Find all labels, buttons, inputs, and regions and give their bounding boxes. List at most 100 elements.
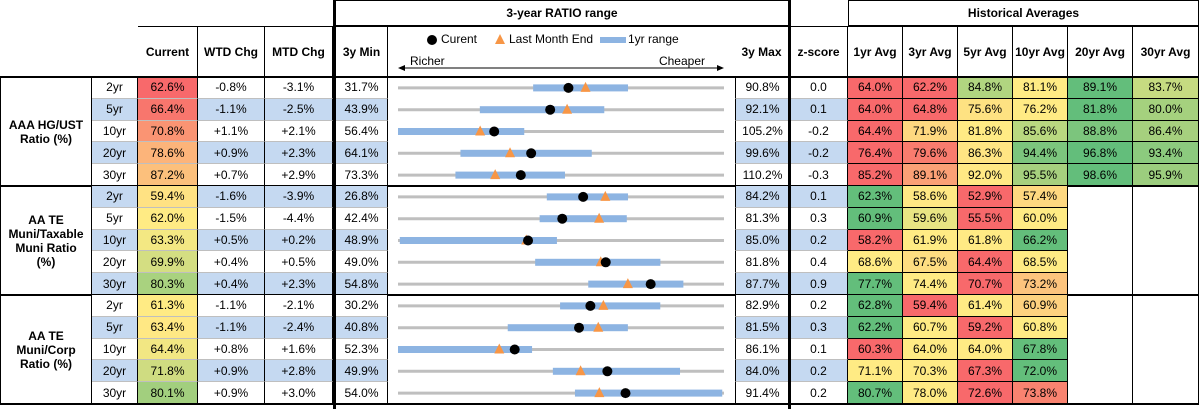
historical-average: 57.4% [1013,186,1068,208]
historical-average: 71.1% [848,360,903,383]
historical-average: 62.2% [903,77,958,99]
historical-average: 62.2% [848,316,903,339]
tenor: 10yr [92,229,138,252]
current: 63.3% [138,229,198,252]
historical-average: 68.6% [848,251,903,274]
group-divider [0,402,1199,405]
three-year-min: 64.1% [336,142,388,165]
one-year-range [533,84,629,92]
arrow-head [717,65,724,71]
wtd-change: +0.8% [198,338,265,361]
current: 87.2% [138,164,198,186]
z-score: -0.2 [790,120,848,143]
tenor: 10yr [92,338,138,361]
z-score: 0.4 [790,251,848,274]
historical-average: 59.4% [903,295,958,317]
last-month-marker [594,212,605,223]
wtd-change: +1.1% [198,120,265,143]
current: 63.4% [138,316,198,339]
group-label: AA TE Muni/Corp Ratio (%) [0,295,92,404]
empty-cell [1068,316,1133,339]
wtd-change: -0.8% [198,77,265,99]
three-year-min: 56.4% [336,120,388,143]
last-month-marker [580,81,591,92]
empty-cell [1068,186,1133,208]
historical-average: 70.3% [903,360,958,383]
three-year-min: 54.0% [336,382,388,404]
current-marker [602,366,613,377]
three-year-max: 86.1% [735,338,789,361]
mtd-change: +0.2% [265,229,333,252]
legend-current-marker [427,35,437,45]
historical-average: 62.3% [848,186,903,208]
historical-average: 59.2% [958,316,1013,339]
three-year-max: 84.0% [735,360,789,383]
current-marker [620,388,631,399]
wtd-change: +0.7% [198,164,265,186]
historical-average: 61.9% [903,229,958,252]
three-year-max: 81.3% [735,207,789,230]
mtd-change: +0.5% [265,251,333,274]
wtd-change: -1.6% [198,186,265,208]
z-score: -0.2 [790,142,848,165]
three-year-min: 30.2% [336,295,388,317]
three-year-min: 48.9% [336,229,388,252]
mtd-change: -4.4% [265,207,333,230]
last-month-marker [593,321,604,332]
historical-average: 64.0% [903,338,958,361]
current: 70.8% [138,120,198,143]
three-year-max: 81.8% [735,251,789,274]
last-month-marker [600,190,611,201]
last-month-marker [598,299,609,310]
legend-one-year: 1yr range [628,32,679,46]
mtd-change: -2.1% [265,295,333,317]
historical-average: 94.4% [1013,142,1068,165]
tenor: 20yr [92,142,138,165]
three-year-max: 81.5% [735,316,789,339]
current: 62.0% [138,207,198,230]
historical-average: 64.0% [958,338,1013,361]
historical-average: 83.7% [1133,77,1199,99]
wtd-change: -1.5% [198,207,265,230]
current-marker [523,235,534,246]
legend-one-year-marker [600,37,626,43]
mtd-change: +2.3% [265,142,333,165]
historical-average: 64.0% [848,77,903,99]
one-year-range [588,280,684,288]
z-score: 0.2 [790,360,848,383]
z-score: 0.1 [790,98,848,121]
three-year-max: 99.6% [735,142,789,165]
historical-average: 67.5% [903,251,958,274]
one-year-range [574,389,723,397]
historical-average: 89.1% [903,164,958,186]
one-year-range [539,215,627,223]
one-year-range [455,171,565,179]
wtd-change: -1.1% [198,316,265,339]
last-month-marker [475,125,486,136]
z-score: 0.9 [790,273,848,295]
historical-average: 70.7% [958,273,1013,295]
current-marker [515,170,526,181]
historical-average: 88.8% [1068,120,1133,143]
historical-average: 81.1% [1013,77,1068,99]
empty-cell [1068,229,1133,252]
three-year-max: 85.0% [735,229,789,252]
group-divider [0,293,1199,296]
last-month-marker [575,365,586,376]
historical-average: 86.3% [958,142,1013,165]
mtd-change: -2.4% [265,316,333,339]
historical-average: 61.4% [958,295,1013,317]
tenor: 20yr [92,251,138,274]
one-year-range [399,237,557,244]
historical-average: 72.0% [1013,360,1068,383]
mtd-change: -2.5% [265,98,333,121]
wtd-change: -1.1% [198,295,265,317]
historical-average: 81.8% [958,120,1013,143]
last-month-marker [622,278,633,289]
current: 80.1% [138,382,198,404]
z-score: 0.2 [790,229,848,252]
legend-last-month-marker [495,34,505,44]
historical-average: 73.2% [1013,273,1068,295]
historical-average: 93.4% [1133,142,1199,165]
